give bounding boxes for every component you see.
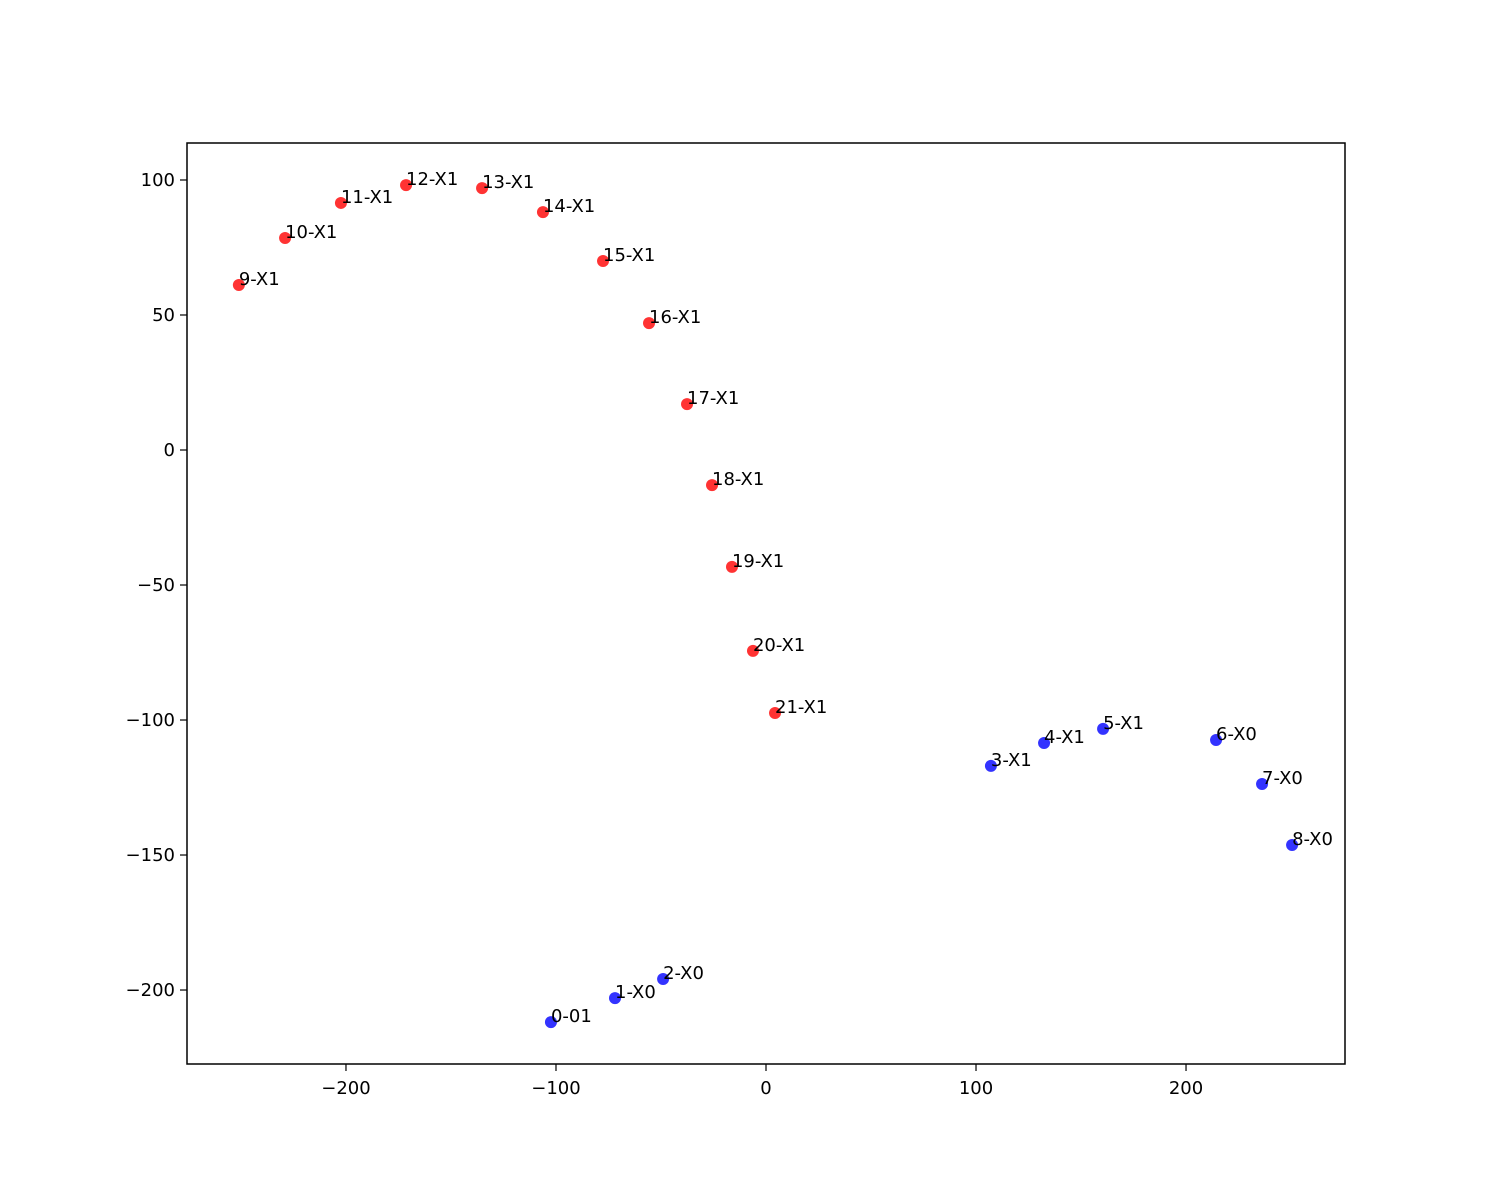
point (279, 232, 292, 245)
point-label: 3-X1 (991, 750, 1032, 771)
x-tick-label: 200 (1169, 1078, 1203, 1099)
point (984, 759, 997, 772)
point-label: 15-X1 (603, 245, 655, 266)
point (597, 254, 610, 267)
y-tick-label: −50 (137, 575, 175, 596)
point (681, 398, 694, 411)
point (706, 479, 719, 492)
point-label: 13-X1 (482, 172, 534, 193)
point (476, 182, 489, 195)
point (334, 196, 347, 209)
point-label: 6-X0 (1216, 724, 1257, 745)
x-tick-label: −100 (531, 1078, 580, 1099)
point (643, 317, 656, 330)
point-label: 17-X1 (687, 388, 739, 409)
x-tick-label: 0 (760, 1078, 771, 1099)
point-label: 8-X0 (1292, 829, 1333, 850)
plot-frame (186, 142, 1346, 1065)
point-label: 2-X0 (663, 963, 704, 984)
point (1097, 722, 1110, 735)
point (232, 279, 245, 292)
point (536, 206, 549, 219)
point-label: 0-01 (551, 1006, 592, 1027)
point-label: 7-X0 (1262, 768, 1303, 789)
point-label: 9-X1 (239, 269, 280, 290)
point-label: 16-X1 (649, 307, 701, 328)
y-tick-label: −150 (126, 845, 175, 866)
point (657, 972, 670, 985)
point-label: 19-X1 (732, 551, 784, 572)
x-tick-label: 100 (959, 1078, 993, 1099)
y-tick-label: 100 (141, 170, 175, 191)
point-label: 20-X1 (753, 635, 805, 656)
point-label: 10-X1 (285, 222, 337, 243)
point (1210, 733, 1223, 746)
point (1286, 839, 1299, 852)
y-tick-label: −200 (126, 980, 175, 1001)
point-label: 12-X1 (406, 169, 458, 190)
y-tick-label: −100 (126, 710, 175, 731)
point (725, 560, 738, 573)
point-label: 21-X1 (775, 697, 827, 718)
point-label: 18-X1 (712, 469, 764, 490)
point-label: 14-X1 (543, 196, 595, 217)
y-tick-label: 50 (152, 305, 175, 326)
point-label: 4-X1 (1044, 727, 1085, 748)
point (544, 1016, 557, 1029)
point (400, 179, 413, 192)
point (609, 992, 622, 1005)
point-label: 5-X1 (1103, 713, 1144, 734)
point (1038, 736, 1051, 749)
point-label: 11-X1 (341, 187, 393, 208)
point (746, 644, 759, 657)
x-tick-label: −200 (321, 1078, 370, 1099)
y-tick-label: 0 (164, 440, 175, 461)
point-label: 1-X0 (615, 982, 656, 1003)
point (1256, 778, 1269, 791)
point (769, 706, 782, 719)
